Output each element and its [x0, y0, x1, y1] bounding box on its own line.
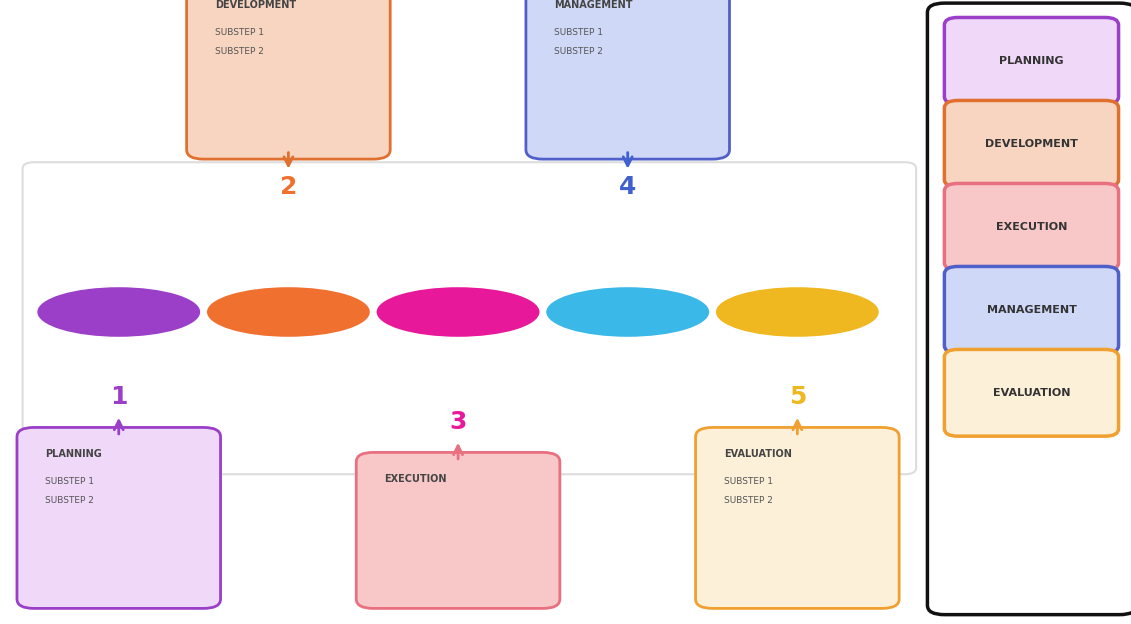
FancyBboxPatch shape — [696, 427, 899, 608]
Text: EXECUTION: EXECUTION — [995, 222, 1068, 232]
Text: 2: 2 — [279, 175, 297, 198]
Text: SUBSTEP 2: SUBSTEP 2 — [554, 47, 603, 56]
Text: DEVELOPMENT: DEVELOPMENT — [985, 139, 1078, 149]
Ellipse shape — [37, 287, 200, 337]
Ellipse shape — [207, 287, 370, 337]
Text: SUBSTEP 1: SUBSTEP 1 — [724, 477, 772, 486]
Text: SUBSTEP 1: SUBSTEP 1 — [45, 477, 94, 486]
Ellipse shape — [546, 287, 709, 337]
Text: MANAGEMENT: MANAGEMENT — [986, 305, 1077, 315]
Text: LEGEND: LEGEND — [956, 22, 1011, 35]
FancyBboxPatch shape — [944, 266, 1119, 353]
Text: EVALUATION: EVALUATION — [724, 449, 792, 459]
FancyBboxPatch shape — [17, 427, 221, 608]
Text: SUBSTEP 1: SUBSTEP 1 — [554, 28, 603, 37]
FancyBboxPatch shape — [526, 0, 729, 159]
Text: SUBSTEP 2: SUBSTEP 2 — [45, 496, 94, 505]
Text: EVALUATION: EVALUATION — [993, 388, 1070, 398]
Text: 5: 5 — [788, 385, 806, 409]
Text: PLANNING: PLANNING — [999, 56, 1064, 66]
FancyBboxPatch shape — [187, 0, 390, 159]
Text: Process Stages: Process Stages — [956, 47, 1035, 57]
Text: SUBSTEP 2: SUBSTEP 2 — [724, 496, 772, 505]
FancyBboxPatch shape — [944, 183, 1119, 270]
Text: EXECUTION: EXECUTION — [385, 474, 447, 484]
FancyBboxPatch shape — [23, 162, 916, 474]
Ellipse shape — [377, 287, 539, 337]
Text: SUBSTEP 2: SUBSTEP 2 — [215, 47, 264, 56]
FancyBboxPatch shape — [944, 100, 1119, 187]
FancyBboxPatch shape — [927, 3, 1131, 615]
Text: DEVELOPMENT: DEVELOPMENT — [215, 0, 296, 10]
Text: 1: 1 — [110, 385, 128, 409]
FancyBboxPatch shape — [944, 17, 1119, 104]
Ellipse shape — [716, 287, 879, 337]
Text: PLANNING: PLANNING — [45, 449, 102, 459]
FancyBboxPatch shape — [944, 349, 1119, 436]
Text: SUBSTEP 1: SUBSTEP 1 — [215, 28, 264, 37]
Text: MANAGEMENT: MANAGEMENT — [554, 0, 632, 10]
FancyBboxPatch shape — [356, 452, 560, 608]
Text: 4: 4 — [619, 175, 637, 198]
Text: 3: 3 — [449, 410, 467, 434]
